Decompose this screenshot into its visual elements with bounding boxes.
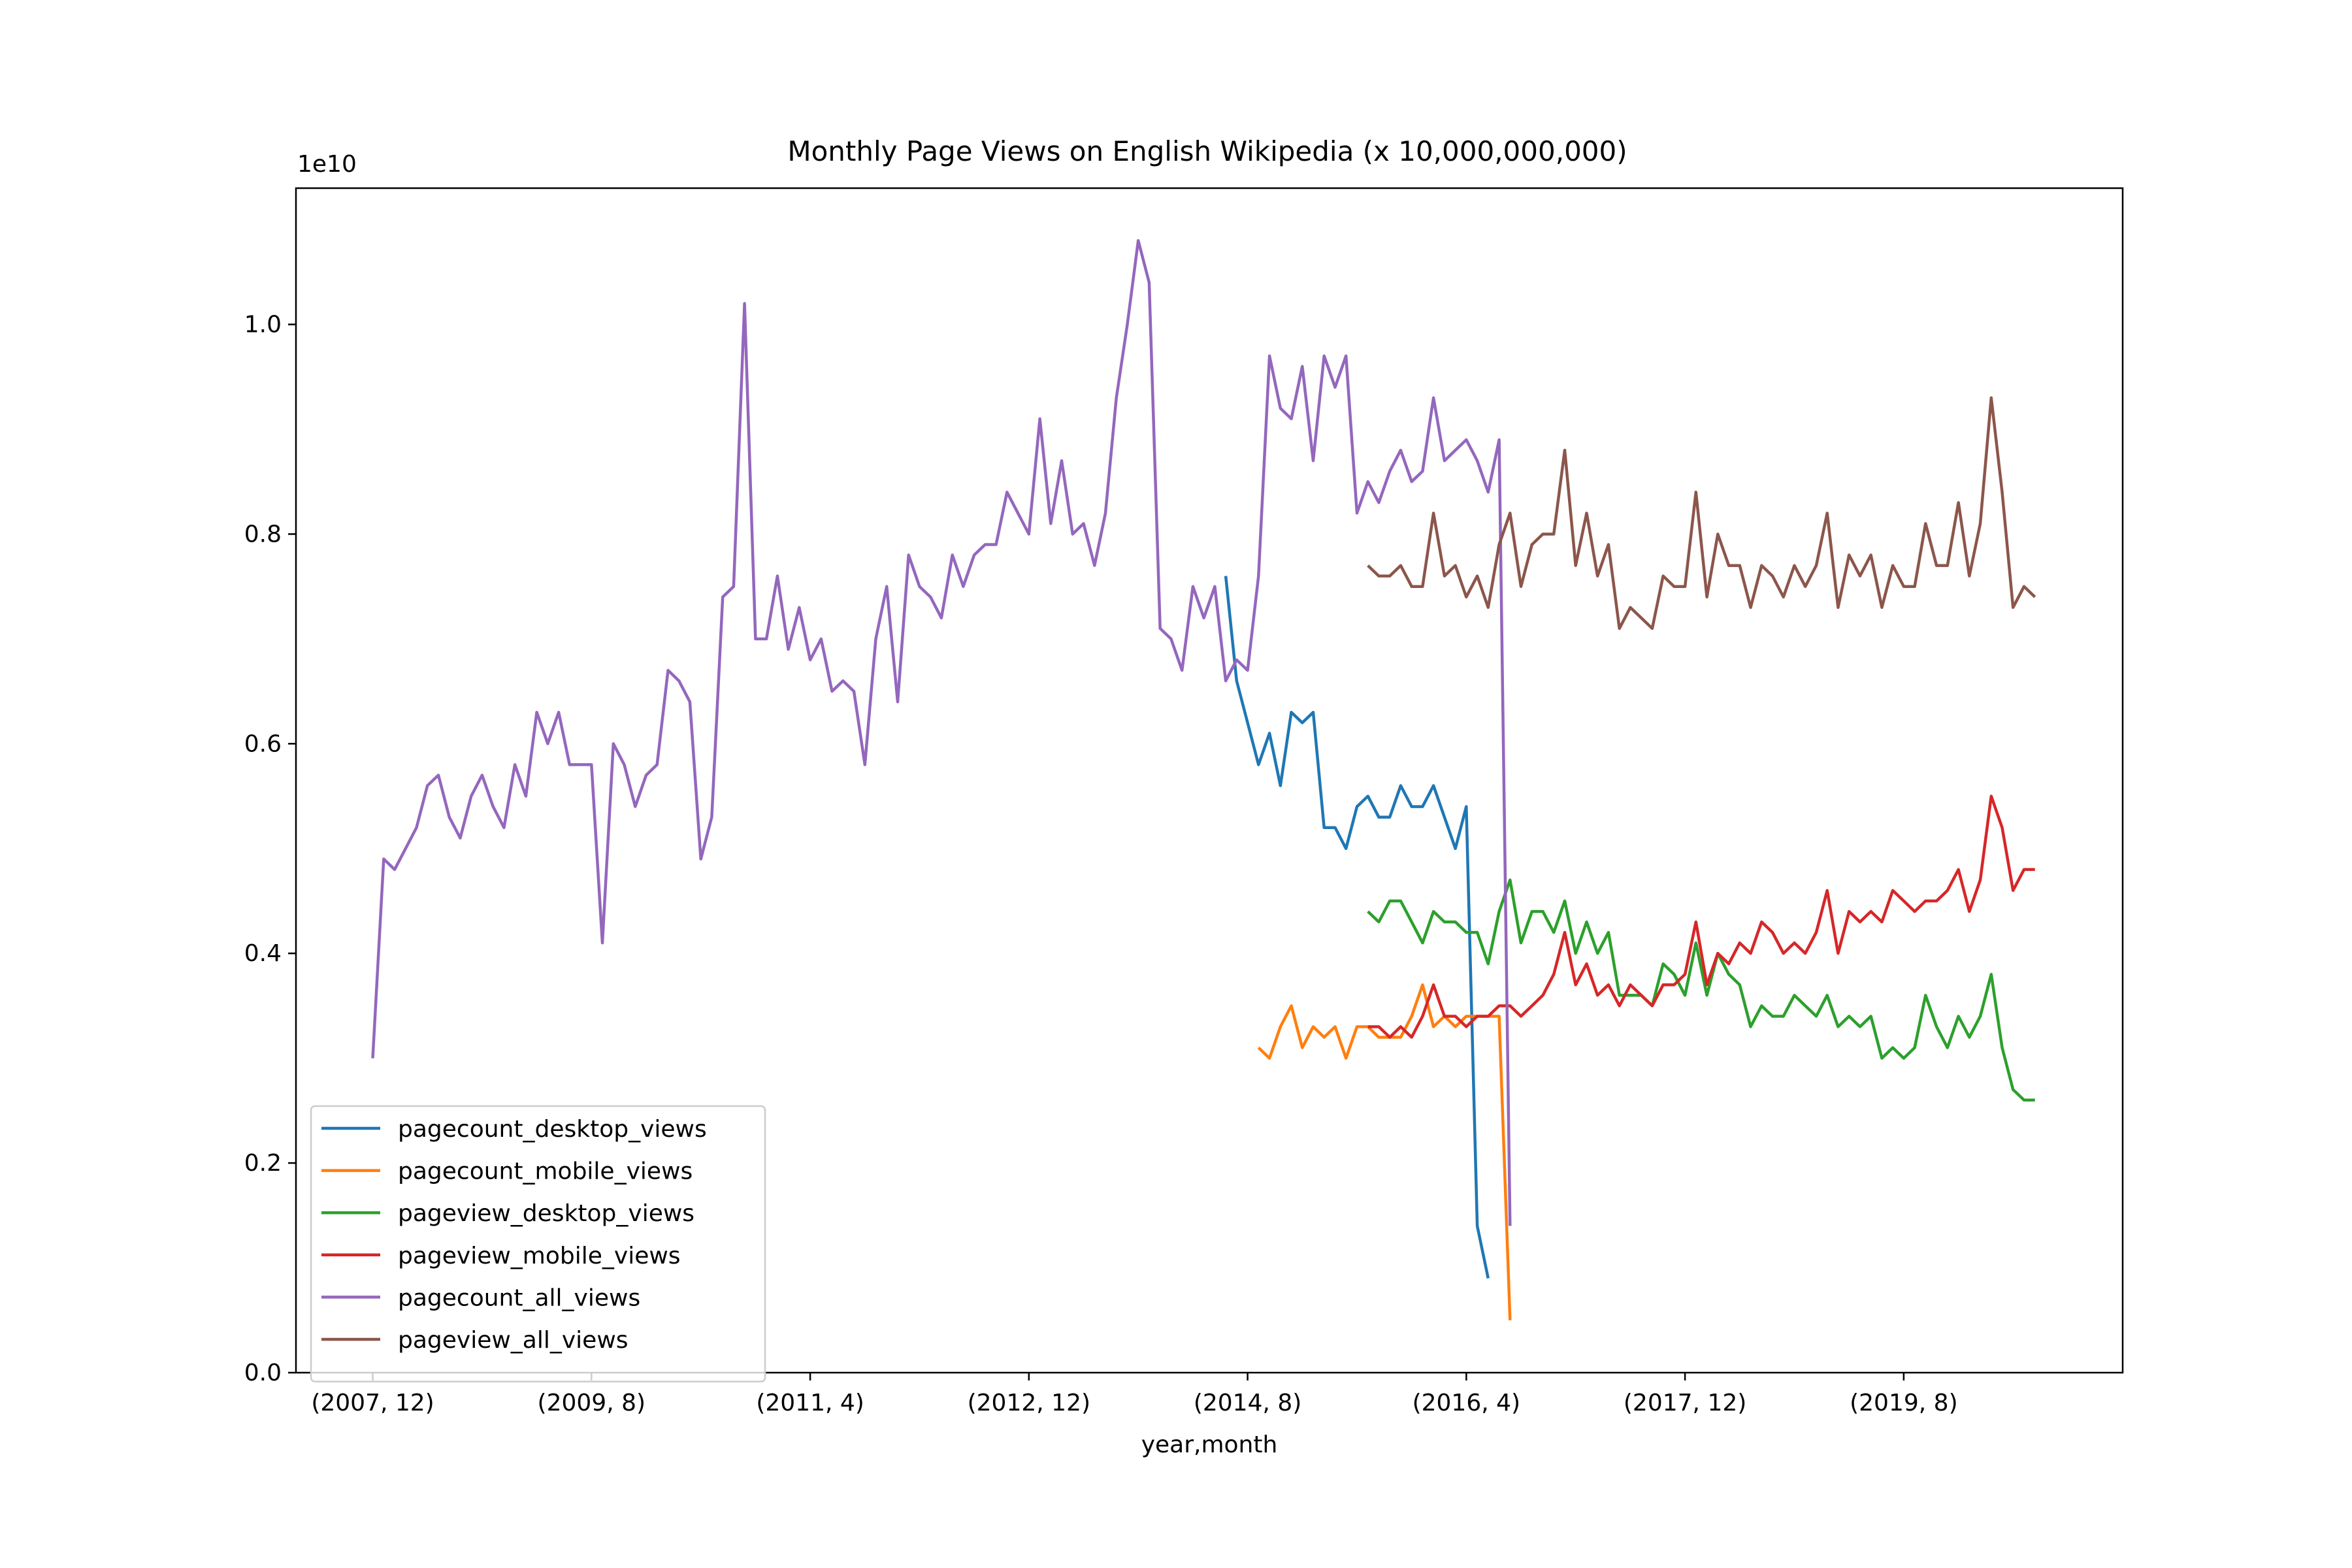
series-line-pageview_mobile_views — [1367, 794, 2035, 1039]
y-offset-label: 1e10 — [297, 151, 357, 178]
legend-label: pagecount_desktop_views — [398, 1116, 707, 1143]
x-tick-label: (2007, 12) — [311, 1390, 434, 1416]
legend-label: pagecount_mobile_views — [398, 1158, 693, 1185]
y-tick-label: 0.4 — [244, 940, 282, 967]
y-tick-label: 0.8 — [244, 521, 282, 547]
series-layer — [371, 238, 2036, 1320]
y-axis: 0.0 0.2 0.4 0.6 0.8 1.0 — [244, 312, 296, 1386]
series-line-pagecount_mobile_views — [1257, 983, 1512, 1320]
x-tick-label: (2009, 8) — [538, 1390, 646, 1416]
series-line-pagecount_all_views — [371, 238, 1512, 1226]
legend: pagecount_desktop_views pagecount_mobile_… — [310, 1105, 766, 1382]
legend-label: pageview_all_views — [398, 1327, 629, 1354]
y-tick-label: 0.0 — [244, 1360, 282, 1386]
y-tick-label: 1.0 — [244, 312, 282, 338]
legend-box — [310, 1105, 766, 1382]
x-tick-label: (2017, 12) — [1624, 1390, 1746, 1416]
x-tick-label: (2019, 8) — [1850, 1390, 1958, 1416]
series-line-pageview_desktop_views — [1367, 878, 2035, 1102]
legend-label: pageview_mobile_views — [398, 1243, 681, 1269]
chart-title: Monthly Page Views on English Wikipedia … — [787, 135, 1627, 167]
plot-frame — [295, 187, 2124, 1374]
x-tick-label: (2012, 12) — [968, 1390, 1090, 1416]
y-tick-label: 0.2 — [244, 1150, 282, 1177]
x-tick-label: (2016, 4) — [1413, 1390, 1521, 1416]
x-tick-label: (2011, 4) — [756, 1390, 864, 1416]
x-axis: (2007, 12) (2009, 8) (2011, 4) (2012, 12) (2… — [311, 1373, 1958, 1416]
legend-label: pagecount_all_views — [398, 1284, 640, 1311]
series-line-pageview_all_views — [1367, 396, 2036, 630]
legend-label: pageview_desktop_views — [398, 1200, 694, 1227]
series-line-pagecount_desktop_views — [1224, 576, 1490, 1279]
x-axis-label: year,month — [1141, 1431, 1278, 1458]
x-tick-label: (2014, 8) — [1194, 1390, 1302, 1416]
y-tick-label: 0.6 — [244, 730, 282, 757]
